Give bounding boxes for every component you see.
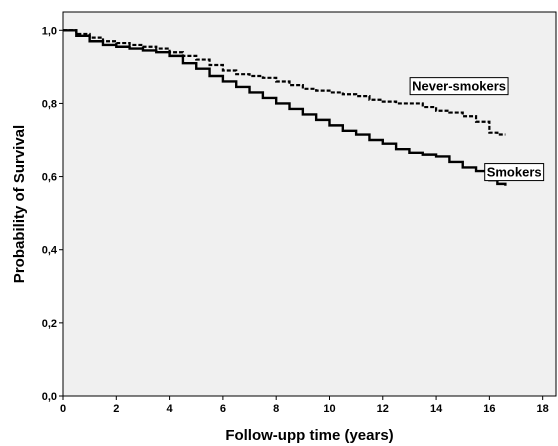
y-tick-label: 0,4	[42, 245, 58, 257]
series-line-never-smokers	[63, 29, 506, 136]
series-label: Never-smokers	[412, 79, 506, 94]
x-tick-label: 4	[167, 403, 174, 415]
y-tick-label: 0,8	[42, 98, 57, 110]
x-tick-label: 8	[273, 403, 279, 415]
series-label: Smokers	[487, 165, 542, 180]
x-tick-label: 18	[537, 403, 549, 415]
series-line-smokers	[63, 29, 507, 186]
plot-border	[62, 11, 557, 397]
plot-area	[63, 12, 556, 396]
series-label-box: Never-smokers	[409, 77, 509, 96]
x-tick-label: 12	[377, 403, 389, 415]
y-tick-label: 1,0	[42, 25, 57, 37]
series-label-frame	[409, 77, 509, 96]
series-label-frame	[484, 163, 545, 182]
y-tick-label: 0,6	[42, 172, 57, 184]
x-tick-label: 14	[430, 403, 443, 415]
x-tick-label: 0	[60, 403, 66, 415]
x-tick-label: 2	[113, 403, 119, 415]
y-axis-title: Probability of Survival	[11, 125, 28, 283]
x-axis-title: Follow-upp time (years)	[225, 427, 393, 444]
y-tick-label: 0,0	[42, 391, 57, 403]
x-tick-label: 16	[483, 403, 495, 415]
x-tick-label: 10	[323, 403, 335, 415]
series-label-box: Smokers	[484, 163, 545, 182]
x-tick-label: 6	[220, 403, 226, 415]
y-tick-label: 0,2	[42, 318, 57, 330]
